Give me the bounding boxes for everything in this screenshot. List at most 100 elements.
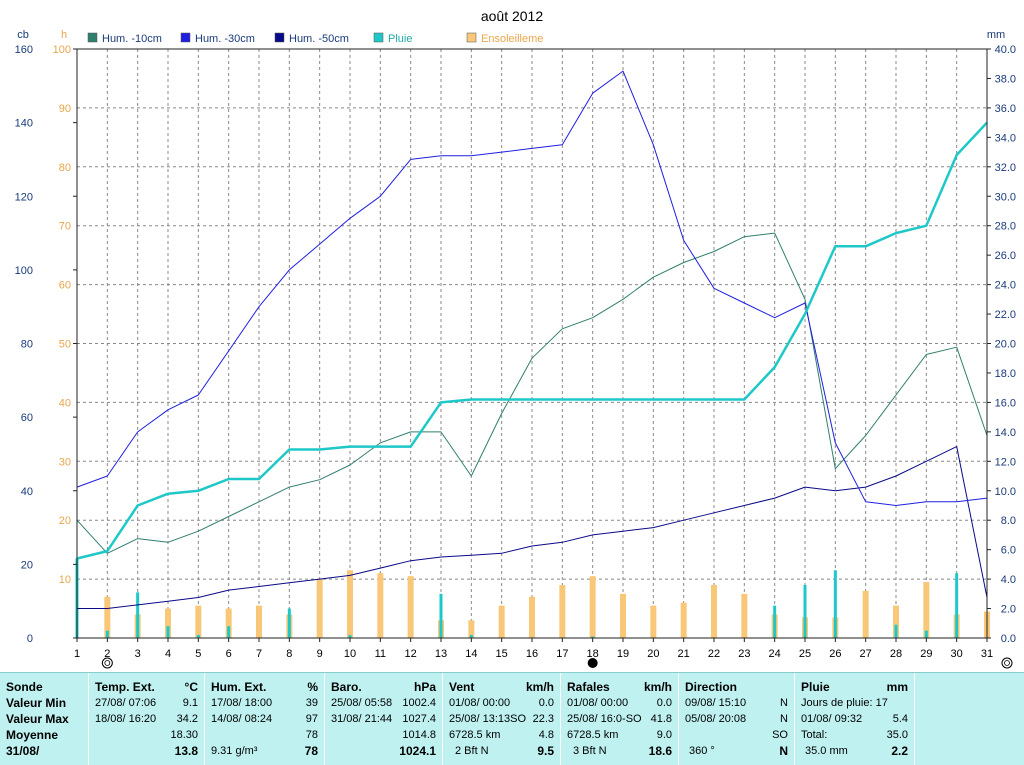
baro-title: Baro. xyxy=(331,680,362,694)
tick-label-x: 21 xyxy=(678,648,690,660)
vent-min-value: 0.0 xyxy=(538,697,554,709)
vent-title: Vent xyxy=(449,680,475,694)
tick-label-x: 28 xyxy=(890,648,902,660)
rain-bar xyxy=(287,608,291,638)
tick-label-mm: 8.0 xyxy=(1001,515,1016,527)
tick-label-cb: 100 xyxy=(15,265,33,277)
legend-swatch xyxy=(180,32,191,43)
tick-label-h: 90 xyxy=(59,103,71,115)
tick-label-x: 22 xyxy=(708,648,720,660)
tick-label-x: 25 xyxy=(799,648,811,660)
axis-unit-cb: cb xyxy=(17,29,29,41)
chart-axes: 0204060801001201401601020304050607080901… xyxy=(15,44,1016,660)
temp-min-value: 9.1 xyxy=(182,697,198,709)
tick-label-x: 3 xyxy=(135,648,141,660)
tick-label-x: 8 xyxy=(286,648,292,660)
chart-background xyxy=(0,0,1024,672)
sunshine-bar xyxy=(620,593,626,638)
legend-swatch xyxy=(373,32,384,43)
tick-label-h: 50 xyxy=(59,339,71,351)
legend-swatch xyxy=(466,32,477,43)
tick-label-mm: 12.0 xyxy=(995,456,1016,468)
series-line-pluie-cumul-e xyxy=(76,121,988,560)
vent-current-value: 9.5 xyxy=(537,744,554,758)
sunshine-bar xyxy=(104,596,111,638)
tick-label-x: 5 xyxy=(195,648,201,660)
tick-label-mm: 6.0 xyxy=(1001,545,1016,557)
tick-label-mm: 26.0 xyxy=(995,250,1016,262)
tick-label-x: 20 xyxy=(647,648,659,660)
pluie-max-time: 01/08/ 09:32 xyxy=(801,713,863,725)
legend-label: Hum. -50cm xyxy=(289,33,349,45)
temp-avg-value: 18.30 xyxy=(170,729,198,741)
sunshine-bar xyxy=(316,579,323,638)
legend-label: Hum. -10cm xyxy=(102,33,162,45)
rain-bar xyxy=(803,584,807,638)
vent-distance: 6728.5 km xyxy=(449,729,501,741)
baro-avg-value: 1014.8 xyxy=(402,729,436,741)
tick-label-mm: 22.0 xyxy=(995,309,1016,321)
temp-current-value: 13.8 xyxy=(174,744,198,758)
rain-bar xyxy=(136,592,140,638)
axis-unit-mm: mm xyxy=(987,29,1005,41)
moon-outline xyxy=(1001,657,1013,669)
rain-bar xyxy=(196,635,200,638)
tick-label-h: 20 xyxy=(59,515,71,527)
series-line-hum-50cm xyxy=(76,70,988,506)
rafales-current-value: 18.6 xyxy=(648,744,672,758)
sunshine-bar xyxy=(377,573,384,638)
tick-label-x: 15 xyxy=(496,648,508,660)
tick-label-cb: 160 xyxy=(15,44,33,56)
tick-label-x: 10 xyxy=(344,648,356,660)
row-label-avg: Moyenne xyxy=(6,728,59,742)
tick-label-mm: 38.0 xyxy=(995,73,1016,85)
hum-title: Hum. Ext. xyxy=(211,680,267,694)
rafales-title: Rafales xyxy=(567,680,610,694)
stats-col-direction: Direction 09/08/ 15:10 N 05/08/ 20:08 N SO… xyxy=(678,673,794,765)
direction-min-value: N xyxy=(780,697,788,709)
rain-bar xyxy=(348,635,352,638)
baro-unit: hPa xyxy=(413,680,436,694)
hum-max-time: 14/08/ 08:24 xyxy=(211,713,273,725)
tick-label-x: 19 xyxy=(617,648,629,660)
legend-label: Ensoleilleme xyxy=(481,33,543,45)
rain-bar xyxy=(833,570,837,638)
vent-min-time: 01/08/ 00:00 xyxy=(449,697,511,709)
direction-min-time: 09/08/ 15:10 xyxy=(685,697,747,709)
chart-grid xyxy=(77,49,987,638)
temp-unit: °C xyxy=(184,680,198,694)
tick-label-mm: 32.0 xyxy=(995,162,1016,174)
rain-bar xyxy=(894,624,898,638)
tick-label-x: 17 xyxy=(556,648,568,660)
rafales-min-value: 0.0 xyxy=(656,697,672,709)
sunshine-bar xyxy=(589,576,596,638)
tick-label-x: 18 xyxy=(587,648,599,660)
direction-title: Direction xyxy=(685,680,738,694)
sunshine-bar xyxy=(165,608,171,638)
direction-max-value: N xyxy=(780,713,788,725)
vent-beaufort: 2 Bft N xyxy=(455,745,489,757)
hum-avg-value: 78 xyxy=(305,729,318,741)
rain-bar xyxy=(773,605,777,638)
tick-label-h: 30 xyxy=(59,456,71,468)
moon-inner xyxy=(104,660,111,666)
rain-bar xyxy=(439,593,443,638)
sunshine-bar xyxy=(529,596,535,638)
stats-col-hum: Hum. Ext.% 17/08/ 18:00 39 14/08/ 08:24 97… xyxy=(204,673,324,765)
tick-label-x: 23 xyxy=(738,648,750,660)
rafales-unit: km/h xyxy=(643,680,672,694)
baro-max-value: 1027.4 xyxy=(402,713,436,725)
rain-bar xyxy=(591,636,595,638)
sunshine-bar xyxy=(862,590,869,638)
pluie-total-label: Total: xyxy=(801,729,828,741)
sunshine-bar xyxy=(195,605,202,638)
row-label-min: Valeur Min xyxy=(6,696,67,710)
hum-max-value: 97 xyxy=(305,713,318,725)
hum-current-value: 78 xyxy=(304,744,318,758)
tick-label-mm: 30.0 xyxy=(995,191,1016,203)
vent-max-value: 22.3 xyxy=(532,713,554,725)
tick-label-mm: 40.0 xyxy=(995,44,1016,56)
tick-label-x: 14 xyxy=(465,648,477,660)
sunshine-bar xyxy=(225,608,232,638)
rafales-min-time: 01/08/ 00:00 xyxy=(567,697,629,709)
